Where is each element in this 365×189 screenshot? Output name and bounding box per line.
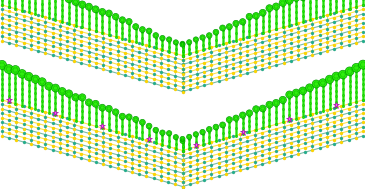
- Circle shape: [220, 122, 226, 128]
- Circle shape: [292, 0, 300, 1]
- Circle shape: [233, 115, 239, 121]
- Circle shape: [193, 132, 199, 137]
- Circle shape: [187, 134, 192, 139]
- Circle shape: [292, 89, 300, 97]
- Circle shape: [112, 109, 119, 115]
- Circle shape: [139, 27, 145, 33]
- Circle shape: [246, 110, 253, 116]
- Circle shape: [99, 104, 105, 111]
- Circle shape: [166, 37, 172, 42]
- Circle shape: [24, 72, 33, 81]
- Circle shape: [326, 75, 334, 84]
- Circle shape: [126, 114, 132, 120]
- Circle shape: [266, 5, 273, 12]
- Circle shape: [213, 124, 219, 130]
- Circle shape: [58, 88, 66, 95]
- Circle shape: [180, 42, 185, 47]
- Circle shape: [246, 13, 253, 20]
- Circle shape: [299, 0, 307, 1]
- Circle shape: [299, 87, 307, 95]
- Circle shape: [45, 82, 53, 90]
- Circle shape: [166, 131, 172, 136]
- Circle shape: [78, 94, 86, 101]
- Circle shape: [11, 66, 20, 74]
- Circle shape: [119, 113, 126, 120]
- Circle shape: [153, 127, 158, 133]
- Circle shape: [139, 119, 145, 125]
- Circle shape: [173, 40, 178, 45]
- Circle shape: [286, 91, 293, 98]
- Circle shape: [133, 116, 139, 122]
- Circle shape: [18, 70, 26, 78]
- Circle shape: [72, 0, 79, 5]
- Circle shape: [85, 3, 92, 10]
- Circle shape: [51, 84, 59, 92]
- Circle shape: [253, 106, 260, 112]
- Circle shape: [286, 0, 293, 4]
- Circle shape: [213, 29, 219, 35]
- Circle shape: [345, 67, 354, 76]
- Circle shape: [31, 75, 39, 83]
- Circle shape: [180, 139, 185, 143]
- Circle shape: [38, 78, 46, 86]
- Circle shape: [226, 24, 232, 30]
- Circle shape: [193, 37, 199, 42]
- Circle shape: [92, 100, 99, 107]
- Circle shape: [273, 3, 280, 10]
- Circle shape: [180, 136, 185, 141]
- Circle shape: [92, 6, 99, 13]
- Circle shape: [105, 105, 112, 112]
- Circle shape: [279, 96, 287, 104]
- Circle shape: [119, 17, 126, 23]
- Circle shape: [0, 60, 7, 69]
- Circle shape: [105, 10, 112, 17]
- Circle shape: [126, 19, 132, 25]
- Circle shape: [312, 80, 320, 88]
- Circle shape: [112, 13, 119, 20]
- Circle shape: [306, 84, 314, 92]
- Circle shape: [233, 20, 239, 26]
- Circle shape: [160, 35, 165, 41]
- Circle shape: [273, 99, 280, 107]
- Circle shape: [319, 79, 327, 87]
- Circle shape: [226, 117, 232, 123]
- Circle shape: [65, 90, 73, 97]
- Circle shape: [332, 72, 341, 81]
- Circle shape: [339, 70, 347, 79]
- Circle shape: [260, 9, 266, 16]
- Circle shape: [187, 40, 192, 45]
- Circle shape: [65, 0, 73, 3]
- Circle shape: [279, 0, 287, 6]
- Circle shape: [4, 64, 13, 73]
- Circle shape: [153, 33, 158, 38]
- Circle shape: [207, 126, 212, 132]
- Circle shape: [99, 9, 105, 15]
- Circle shape: [253, 12, 260, 19]
- Circle shape: [200, 129, 205, 135]
- Circle shape: [85, 99, 92, 106]
- Circle shape: [146, 123, 152, 129]
- Circle shape: [358, 60, 365, 69]
- Circle shape: [146, 28, 152, 34]
- Circle shape: [352, 63, 361, 72]
- Circle shape: [239, 112, 246, 118]
- Circle shape: [200, 35, 205, 40]
- Circle shape: [260, 105, 266, 112]
- Circle shape: [160, 130, 165, 135]
- Circle shape: [239, 19, 246, 25]
- Circle shape: [180, 41, 185, 46]
- Circle shape: [78, 1, 86, 8]
- Circle shape: [220, 25, 226, 31]
- Circle shape: [207, 33, 212, 38]
- Circle shape: [173, 135, 178, 140]
- Circle shape: [266, 101, 273, 108]
- Circle shape: [72, 94, 79, 101]
- Circle shape: [133, 24, 139, 30]
